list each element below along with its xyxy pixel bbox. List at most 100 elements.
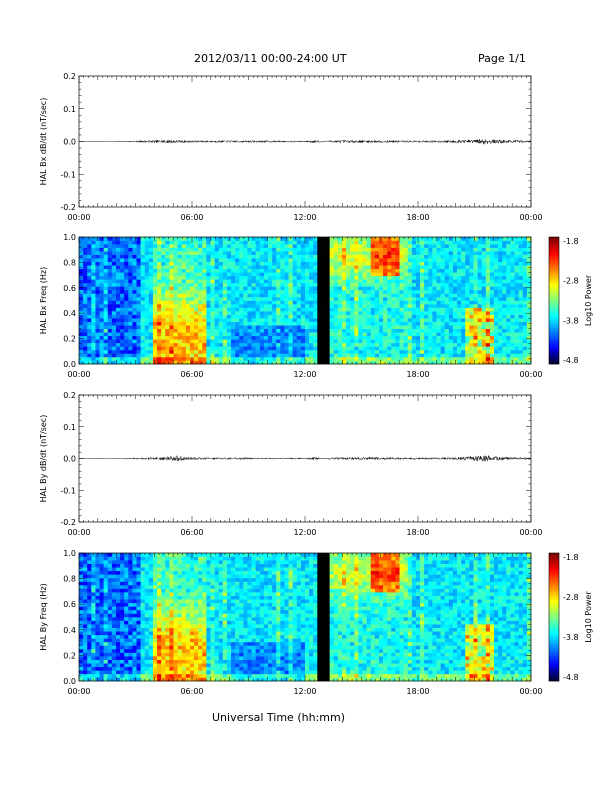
heatmap-cell xyxy=(173,251,178,255)
heatmap-cell xyxy=(247,311,252,315)
heatmap-cell xyxy=(329,300,335,305)
heatmap-cell xyxy=(477,268,482,273)
heatmap-cell xyxy=(177,272,183,277)
heatmap-cell xyxy=(498,268,503,273)
heatmap-cell xyxy=(358,332,363,337)
heatmap-cell xyxy=(148,272,154,277)
heatmap-cell xyxy=(194,240,199,245)
heatmap-cell xyxy=(99,677,104,682)
heatmap-cell xyxy=(498,247,503,252)
heatmap-cell xyxy=(346,332,351,337)
heatmap-cell xyxy=(272,296,277,301)
heatmap-cell xyxy=(395,304,400,308)
heatmap-cell xyxy=(140,258,146,262)
heatmap-cell xyxy=(91,599,96,604)
heatmap-cell xyxy=(276,349,281,354)
heatmap-cell xyxy=(177,251,183,255)
heatmap-cell xyxy=(494,254,499,259)
heatmap-cell xyxy=(481,282,487,287)
heatmap-cell xyxy=(465,244,470,248)
heatmap-cell xyxy=(403,328,409,333)
heatmap-cell xyxy=(198,237,203,241)
heatmap-cell xyxy=(489,265,495,270)
heatmap-cell xyxy=(309,325,314,330)
heatmap-cell xyxy=(95,346,100,351)
heatmap-cell xyxy=(399,300,404,305)
heatmap-cell xyxy=(341,244,347,248)
heatmap-cell xyxy=(243,258,248,262)
heatmap-cell xyxy=(420,300,425,305)
heatmap-cell xyxy=(124,265,129,270)
heatmap-cell xyxy=(181,254,187,259)
heatmap-cell xyxy=(288,300,293,305)
heatmap-cell xyxy=(111,311,117,315)
heatmap-cell xyxy=(95,581,100,586)
heatmap-cell xyxy=(276,311,281,315)
heatmap-cell xyxy=(465,321,470,326)
heatmap-cell xyxy=(428,360,433,365)
heatmap-cell xyxy=(214,272,220,277)
heatmap-cell xyxy=(428,300,433,305)
heatmap-cell xyxy=(329,325,335,330)
heatmap-cell xyxy=(432,332,437,337)
heatmap-cell xyxy=(448,325,454,330)
heatmap-cell xyxy=(194,353,199,358)
heatmap-cell xyxy=(111,342,117,347)
heatmap-cell xyxy=(498,321,503,326)
heatmap-cell xyxy=(235,296,240,301)
heatmap-cell xyxy=(239,254,244,259)
heatmap-cell xyxy=(305,353,310,358)
heatmap-cell xyxy=(136,265,141,270)
heatmap-cell xyxy=(247,279,252,284)
heatmap-cell xyxy=(218,325,224,330)
heatmap-cell xyxy=(198,258,203,262)
heatmap-cell xyxy=(350,268,355,273)
heatmap-cell xyxy=(329,247,335,252)
heatmap-cell xyxy=(83,353,88,358)
heatmap-cell xyxy=(194,318,199,322)
heatmap-cell xyxy=(333,247,339,252)
heatmap-cell xyxy=(457,356,462,361)
colorbar-cell xyxy=(549,342,559,346)
heatmap-cell xyxy=(514,251,519,255)
heatmap-cell xyxy=(222,300,228,305)
heatmap-cell xyxy=(239,240,244,245)
heatmap-cell xyxy=(477,339,482,344)
heatmap-cell xyxy=(185,360,191,365)
heatmap-cell xyxy=(103,289,109,294)
heatmap-cell xyxy=(83,666,88,671)
heatmap-cell xyxy=(239,286,244,291)
heatmap-cell xyxy=(263,328,269,333)
heatmap-cell xyxy=(99,289,104,294)
heatmap-cell xyxy=(115,279,121,284)
heatmap-cell xyxy=(99,335,104,340)
heatmap-cell xyxy=(194,335,199,340)
heatmap-cell xyxy=(95,349,100,354)
heatmap-cell xyxy=(354,328,359,333)
heatmap-cell xyxy=(329,314,335,319)
heatmap-cell xyxy=(255,272,261,277)
heatmap-cell xyxy=(198,279,203,284)
heatmap-cell xyxy=(309,339,314,344)
heatmap-cell xyxy=(95,617,100,621)
heatmap-cell xyxy=(448,275,454,280)
heatmap-cell xyxy=(378,328,384,333)
heatmap-cell xyxy=(506,307,511,312)
heatmap-cell xyxy=(284,272,289,277)
heatmap-cell xyxy=(87,638,92,643)
heatmap-cell xyxy=(346,304,351,308)
heatmap-cell xyxy=(477,247,482,252)
heatmap-cell xyxy=(95,304,100,308)
heatmap-cell xyxy=(337,318,343,322)
heatmap-cell xyxy=(79,606,84,611)
heatmap-cell xyxy=(235,254,240,259)
heatmap-cell xyxy=(157,321,162,326)
heatmap-cell xyxy=(247,237,252,241)
heatmap-cell xyxy=(91,265,96,270)
heatmap-cell xyxy=(362,356,367,361)
heatmap-cell xyxy=(161,304,166,308)
heatmap-cell xyxy=(465,251,470,255)
heatmap-cell xyxy=(383,268,388,273)
heatmap-cell xyxy=(79,349,84,354)
heatmap-cell xyxy=(489,275,495,280)
